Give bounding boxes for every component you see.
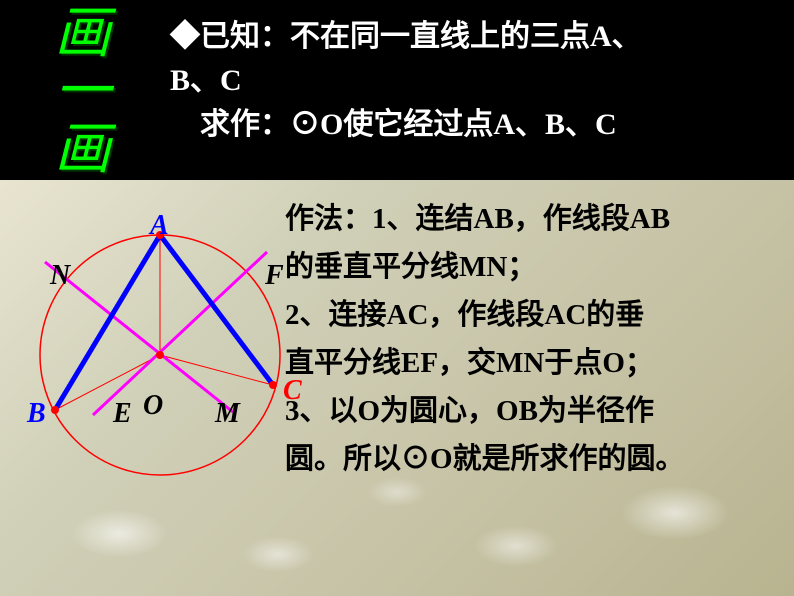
step-1b: 的垂直平分线MN；	[285, 251, 536, 283]
problem-statement: ◆已知：不在同一直线上的三点A、 B、C 求作：⊙O使它经过点A、B、C	[165, 0, 794, 180]
step-3b: 圆。所以⊙O就是所求作的圆。	[285, 443, 685, 475]
step-2a: 2、连接AC，作线段AC的垂	[285, 299, 644, 331]
title-vertical: 画 一 画	[0, 0, 165, 180]
title-char-1: 画	[55, 5, 111, 63]
step-2b: 直平分线EF，交MN于点O；	[285, 347, 654, 379]
method-label: 作法：	[285, 203, 372, 235]
problem-line-2: B、C	[170, 59, 774, 103]
point-label-F: F	[265, 260, 284, 292]
point-label-E: E	[113, 398, 132, 430]
construction-steps: 作法：1、连结AB，作线段AB 的垂直平分线MN； 2、连接AC，作线段AC的垂…	[285, 195, 785, 483]
geometry-diagram: ABCONMEF	[5, 180, 295, 500]
problem-line-1: ◆已知：不在同一直线上的三点A、	[170, 15, 774, 59]
step-3a: 3、以O为圆心，OB为半径作	[285, 395, 654, 427]
point-label-B: B	[27, 398, 46, 430]
content-area: ABCONMEF 作法：1、连结AB，作线段AB 的垂直平分线MN； 2、连接A…	[0, 180, 794, 596]
problem-given: 已知：不在同一直线上的三点A、	[200, 20, 642, 53]
diamond-bullet: ◆	[170, 20, 200, 53]
step-1a: 1、连结AB，作线段AB	[372, 203, 670, 235]
title-char-3: 画	[55, 121, 111, 179]
point-label-M: M	[215, 398, 240, 430]
problem-line-3: 求作：⊙O使它经过点A、B、C	[170, 103, 774, 147]
title-char-2: 一	[55, 63, 111, 121]
header: 画 一 画 ◆已知：不在同一直线上的三点A、 B、C 求作：⊙O使它经过点A、B…	[0, 0, 794, 180]
point-label-O: O	[143, 390, 163, 422]
point-label-N: N	[50, 260, 70, 292]
point-label-A: A	[150, 210, 169, 242]
